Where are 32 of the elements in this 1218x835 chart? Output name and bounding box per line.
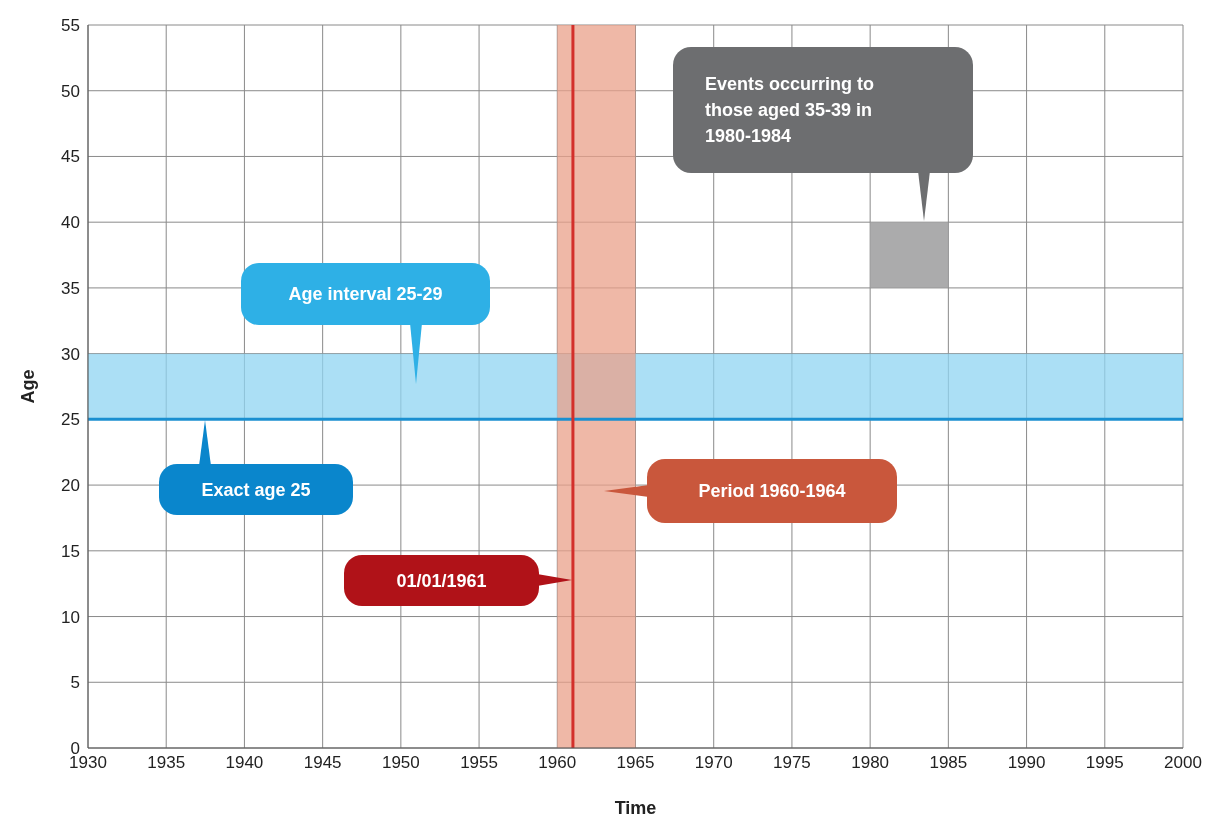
y-tick-label: 35 [61, 278, 80, 298]
x-tick-label: 1950 [381, 753, 420, 773]
x-tick-label: 1940 [225, 753, 264, 773]
x-tick-label: 1965 [616, 753, 655, 773]
y-axis-title: Age [18, 369, 39, 404]
x-tick-label: 1955 [460, 753, 498, 773]
y-tick-label: 40 [61, 213, 80, 233]
x-tick-label: 1995 [1085, 753, 1124, 773]
x-tick-label: 2000 [1164, 753, 1202, 773]
y-tick-label: 45 [61, 147, 80, 167]
x-tick-label: 1945 [303, 753, 342, 773]
annotation: 01/01/1961 [396, 570, 487, 591]
y-tick-label: 10 [61, 607, 80, 627]
annotation: Exact age 25 [201, 479, 311, 500]
y-tick-label: 25 [61, 410, 80, 430]
x-tick-label: 1975 [773, 753, 811, 773]
annotation: Period 1960-1964 [698, 481, 846, 501]
annotation: Events occurring to those aged 35-39 in 1980-1984 [705, 74, 875, 146]
annotation: Age interval 25-29 [288, 284, 443, 304]
y-tick-label: 20 [61, 476, 80, 496]
y-tick-label: 30 [61, 344, 80, 364]
y-tick-label: 55 [61, 16, 80, 36]
x-tick-label: 1990 [1007, 753, 1046, 773]
y-tick-label: 50 [61, 81, 80, 101]
x-tick-label: 1980 [851, 753, 890, 773]
x-tick-label: 1985 [929, 753, 968, 773]
y-tick-label: 15 [61, 541, 80, 561]
x-tick-label: 1935 [147, 753, 186, 773]
x-tick-label: 1970 [694, 753, 733, 773]
x-axis-title: Time [614, 798, 657, 818]
x-tick-label: 1960 [538, 753, 577, 773]
y-tick-label: 5 [70, 673, 80, 693]
